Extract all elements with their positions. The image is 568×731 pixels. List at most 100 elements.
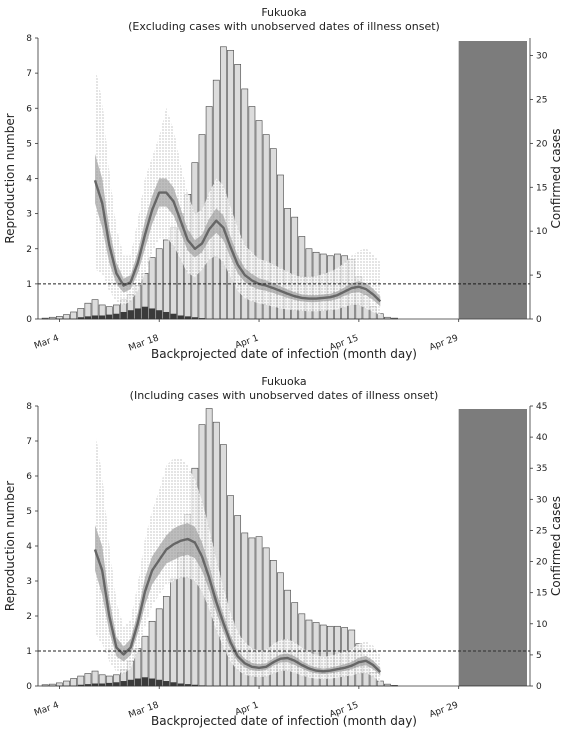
imported-case-bar xyxy=(149,678,156,686)
rt-inner-interval-band xyxy=(95,523,381,676)
y2-tick-label: 5 xyxy=(536,271,542,281)
chart-title: Fukuoka xyxy=(261,375,306,388)
y-tick-label: 8 xyxy=(26,34,32,44)
case-bar xyxy=(162,596,170,687)
imported-case-bar xyxy=(120,681,127,686)
y2-axis-label: Confirmed cases xyxy=(549,496,563,596)
case-bar xyxy=(284,589,291,687)
imported-case-bar xyxy=(99,683,106,686)
y-tick-label: 4 xyxy=(26,175,32,185)
y2-tick-label: 0 xyxy=(536,315,542,325)
y-tick-label: 6 xyxy=(26,104,32,114)
case-bar xyxy=(56,682,63,687)
imported-case-bar xyxy=(91,315,99,319)
y-axis-label: Reproduction number xyxy=(3,481,17,611)
y-tick-label: 6 xyxy=(26,472,32,482)
y2-tick-label: 15 xyxy=(536,183,547,193)
y2-tick-label: 30 xyxy=(536,52,548,62)
imported-case-bar xyxy=(113,313,120,319)
case-bar xyxy=(148,620,156,687)
y-tick-label: 4 xyxy=(26,542,32,552)
imported-case-bar xyxy=(163,311,170,319)
imported-case-bar xyxy=(191,684,198,686)
y2-tick-label: 25 xyxy=(536,526,547,536)
imported-case-bar xyxy=(198,318,206,319)
case-bar xyxy=(70,311,78,320)
imported-case-bar xyxy=(84,316,91,319)
imported-case-bar xyxy=(141,306,149,319)
imported-case-bar xyxy=(77,317,84,319)
unobserved-region-shading xyxy=(458,41,527,319)
case-bar xyxy=(170,578,177,687)
x-tick-label: Apr 29 xyxy=(428,333,460,353)
chart-panel-bottom: Fukuoka(Including cases with unobserved … xyxy=(3,375,563,728)
case-bar xyxy=(63,680,70,687)
rt-outer-interval-band xyxy=(95,66,381,316)
y2-tick-label: 35 xyxy=(536,464,547,474)
case-bar xyxy=(84,673,92,687)
imported-case-bar xyxy=(191,317,198,319)
y2-tick-label: 40 xyxy=(536,433,548,443)
case-bar xyxy=(63,314,70,320)
y2-tick-label: 45 xyxy=(536,402,547,412)
imported-case-bar xyxy=(113,682,120,686)
y-tick-label: 1 xyxy=(26,280,32,290)
y2-tick-label: 20 xyxy=(536,139,548,149)
y-tick-label: 3 xyxy=(26,210,32,220)
y-tick-label: 7 xyxy=(26,437,32,447)
case-bar xyxy=(162,239,170,320)
x-axis-label: Backprojected date of infection (month d… xyxy=(151,347,417,361)
y-axis-label: Reproduction number xyxy=(3,113,17,243)
x-axis-label: Backprojected date of infection (month d… xyxy=(151,714,417,728)
imported-case-bar xyxy=(184,316,191,319)
case-bar xyxy=(220,46,227,320)
imported-case-bar xyxy=(134,308,141,319)
y2-tick-label: 0 xyxy=(536,682,542,692)
imported-case-bar xyxy=(106,682,113,686)
y-tick-label: 1 xyxy=(26,647,32,657)
imported-case-bar xyxy=(149,308,156,319)
chart-subtitle: (Including cases with unobserved dates o… xyxy=(130,389,439,402)
imported-case-bar xyxy=(177,683,184,686)
imported-case-bar xyxy=(120,311,127,319)
y-tick-label: 7 xyxy=(26,69,32,79)
unobserved-region-shading xyxy=(458,409,527,686)
y2-tick-label: 5 xyxy=(536,651,542,661)
rt-estimate-line xyxy=(93,179,382,303)
imported-case-bar xyxy=(141,677,149,686)
y-tick-label: 2 xyxy=(26,245,32,255)
rt-estimate-line xyxy=(93,537,382,673)
imported-case-bar xyxy=(170,682,177,686)
imported-case-bar xyxy=(106,314,113,319)
imported-case-bar xyxy=(77,684,84,686)
imported-case-bar xyxy=(156,310,163,319)
imported-case-bar xyxy=(134,678,141,686)
case-bar xyxy=(77,675,85,687)
x-tick-label: Apr 29 xyxy=(428,700,460,720)
y-tick-label: 2 xyxy=(26,612,32,622)
imported-case-bar xyxy=(163,681,170,686)
chart-subtitle: (Excluding cases with unobserved dates o… xyxy=(128,20,440,33)
y2-tick-label: 30 xyxy=(536,495,548,505)
y2-tick-label: 15 xyxy=(536,589,547,599)
imported-case-bar xyxy=(84,684,91,686)
chart-panel-top: Fukuoka(Excluding cases with unobserved … xyxy=(3,6,563,361)
y2-tick-label: 25 xyxy=(536,95,547,105)
y2-tick-label: 20 xyxy=(536,558,548,568)
rt-outer-interval-band xyxy=(95,430,381,683)
y-tick-label: 8 xyxy=(26,402,32,412)
imported-case-bar xyxy=(127,310,134,319)
y2-tick-label: 10 xyxy=(536,620,548,630)
x-tick-label: Mar 4 xyxy=(33,700,61,718)
chart-title: Fukuoka xyxy=(261,6,306,19)
imported-case-bar xyxy=(91,683,99,686)
y-tick-label: 5 xyxy=(26,139,32,149)
case-bar xyxy=(155,608,163,687)
imported-case-bar xyxy=(184,684,191,686)
y-tick-label: 5 xyxy=(26,507,32,517)
y-tick-label: 0 xyxy=(26,315,32,325)
y-tick-label: 3 xyxy=(26,577,32,587)
case-bar xyxy=(70,678,78,687)
y2-axis-label: Confirmed cases xyxy=(549,129,563,229)
